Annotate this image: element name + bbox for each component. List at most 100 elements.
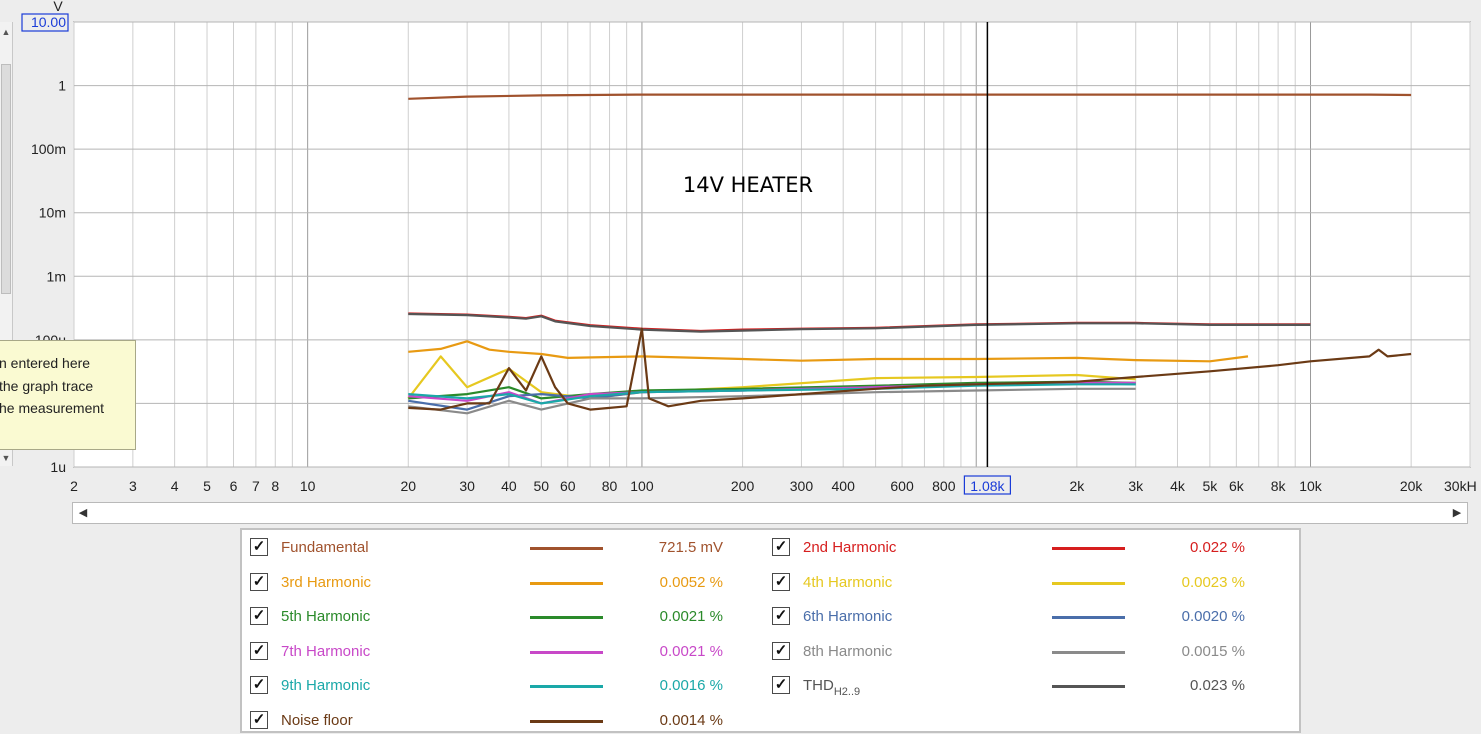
legend-value: 721.5 mV xyxy=(658,539,723,556)
chart: 10.001100m10m1m100u1u2345678102030405060… xyxy=(21,0,1477,495)
y-tick-label: 100m xyxy=(31,141,66,157)
x-tick-label: 4 xyxy=(171,478,179,494)
checkbox[interactable]: ✓ xyxy=(250,676,268,694)
y-tick-box xyxy=(21,13,69,32)
x-tick-label: 1.08k xyxy=(970,478,1005,494)
x-tick-label: 40 xyxy=(501,478,517,494)
checkbox[interactable]: ✓ xyxy=(772,642,790,660)
y-tick-label: 1u xyxy=(50,459,66,475)
legend-label: 5th Harmonic xyxy=(281,608,371,625)
legend-value: 0.0020 % xyxy=(1181,608,1245,625)
y-tick-label: 10m xyxy=(39,205,66,221)
thd-label: THD xyxy=(803,677,834,694)
legend-label: 3rd Harmonic xyxy=(281,574,372,591)
legend-label: 8th Harmonic xyxy=(803,643,893,660)
y-tick-label: 10.00 xyxy=(31,14,66,30)
tooltip-line: he measurement xyxy=(0,400,105,416)
x-tick-label: 200 xyxy=(731,478,755,494)
legend-value: 0.0014 % xyxy=(659,712,723,729)
legend-value: 0.0021 % xyxy=(659,608,723,625)
checkbox[interactable]: ✓ xyxy=(772,573,790,591)
x-tick-label: 300 xyxy=(790,478,814,494)
checkbox[interactable]: ✓ xyxy=(250,573,268,591)
legend-label: 9th Harmonic xyxy=(281,677,371,694)
x-tick-label: 8 xyxy=(271,478,279,494)
legend-item-3rd-harmonic: ✓ 3rd Harmonic 0.0052 % xyxy=(250,568,750,596)
legend-line xyxy=(530,582,603,585)
x-tick-label: 400 xyxy=(832,478,856,494)
series-line xyxy=(408,387,1136,415)
scroll-thumb[interactable] xyxy=(1,64,11,294)
tooltip-line: n entered here xyxy=(0,355,91,371)
legend-value: 0.0021 % xyxy=(659,643,723,660)
scroll-right-icon[interactable]: ▶ xyxy=(1452,507,1462,519)
legend-line xyxy=(530,685,603,688)
x-tick-label: 30kH xyxy=(1444,478,1477,494)
legend-panel: ✓ Fundamental 721.5 mV ✓ 3rd Harmonic 0.… xyxy=(240,528,1301,733)
checkbox[interactable]: ✓ xyxy=(250,607,268,625)
x-tick-label: 7 xyxy=(252,478,260,494)
legend-line xyxy=(1052,685,1125,688)
checkbox[interactable]: ✓ xyxy=(250,711,268,729)
legend-item-4th-harmonic: ✓ 4th Harmonic 0.0023 % xyxy=(772,568,1272,596)
legend-item-thd: ✓ THDH2..9 0.023 % xyxy=(772,671,1272,699)
series-line xyxy=(408,340,1249,363)
x-tick-label: 30 xyxy=(459,478,475,494)
tooltip: n entered here the graph trace he measur… xyxy=(0,340,136,450)
legend-item-6th-harmonic: ✓ 6th Harmonic 0.0020 % xyxy=(772,602,1272,630)
thd-subscript: H2..9 xyxy=(833,686,861,698)
legend-item-noise-floor: ✓ Noise floor 0.0014 % xyxy=(250,706,750,734)
scroll-left-icon[interactable]: ◀ xyxy=(78,507,88,519)
checkbox[interactable]: ✓ xyxy=(772,676,790,694)
x-tick-label: 6 xyxy=(230,478,238,494)
x-tick-label: 10 xyxy=(300,478,316,494)
series-layer xyxy=(407,93,1412,415)
legend-label: 4th Harmonic xyxy=(803,574,893,591)
x-tick-label: 3 xyxy=(129,478,137,494)
x-tick-label: 20k xyxy=(1400,478,1424,494)
legend-value: 0.022 % xyxy=(1189,539,1245,556)
x-tick-box xyxy=(963,475,1011,495)
legend-label: Noise floor xyxy=(281,712,353,729)
legend-value: 0.0016 % xyxy=(659,677,723,694)
x-tick-label: 600 xyxy=(890,478,914,494)
legend-line xyxy=(530,547,603,550)
plot-area[interactable] xyxy=(73,21,1471,468)
legend-label: 7th Harmonic xyxy=(281,643,371,660)
horizontal-scrollbar[interactable]: ◀ ▶ xyxy=(72,502,1468,524)
x-tick-label: 800 xyxy=(932,478,956,494)
x-tick-label: 10k xyxy=(1299,478,1323,494)
x-tick-label: 60 xyxy=(560,478,576,494)
checkbox[interactable]: ✓ xyxy=(250,642,268,660)
legend-line xyxy=(530,651,603,654)
y-tick-label: 1m xyxy=(47,268,66,284)
legend-line xyxy=(1052,651,1125,654)
x-tick-label: 2 xyxy=(70,478,78,494)
legend-label: 2nd Harmonic xyxy=(803,539,897,556)
x-tick-label: 20 xyxy=(400,478,416,494)
legend-item-7th-harmonic: ✓ 7th Harmonic 0.0021 % xyxy=(250,637,750,665)
legend-value: 0.023 % xyxy=(1189,677,1245,694)
chart-title: 14V HEATER xyxy=(683,173,813,197)
series-line xyxy=(408,312,1311,333)
legend-item-2nd-harmonic: ✓ 2nd Harmonic 0.022 % xyxy=(772,533,1272,561)
checkbox[interactable]: ✓ xyxy=(772,538,790,556)
legend-line xyxy=(1052,582,1125,585)
series-line xyxy=(408,93,1412,100)
x-tick-label: 5k xyxy=(1202,478,1218,494)
legend-label: 6th Harmonic xyxy=(803,608,893,625)
scroll-down-icon[interactable]: ▼ xyxy=(1,453,11,463)
x-tick-label: 4k xyxy=(1170,478,1186,494)
legend-line xyxy=(530,720,603,723)
legend-item-8th-harmonic: ✓ 8th Harmonic 0.0015 % xyxy=(772,637,1272,665)
scroll-up-icon[interactable]: ▲ xyxy=(1,27,11,37)
legend-value: 0.0015 % xyxy=(1181,643,1245,660)
legend-label: Fundamental xyxy=(281,539,369,556)
legend-value: 0.0052 % xyxy=(659,574,723,591)
tooltip-line: the graph trace xyxy=(0,377,94,394)
checkbox[interactable]: ✓ xyxy=(250,538,268,556)
legend-line xyxy=(1052,616,1125,619)
x-tick-label: 2k xyxy=(1069,478,1085,494)
legend-item-5th-harmonic: ✓ 5th Harmonic 0.0021 % xyxy=(250,602,750,630)
checkbox[interactable]: ✓ xyxy=(772,607,790,625)
